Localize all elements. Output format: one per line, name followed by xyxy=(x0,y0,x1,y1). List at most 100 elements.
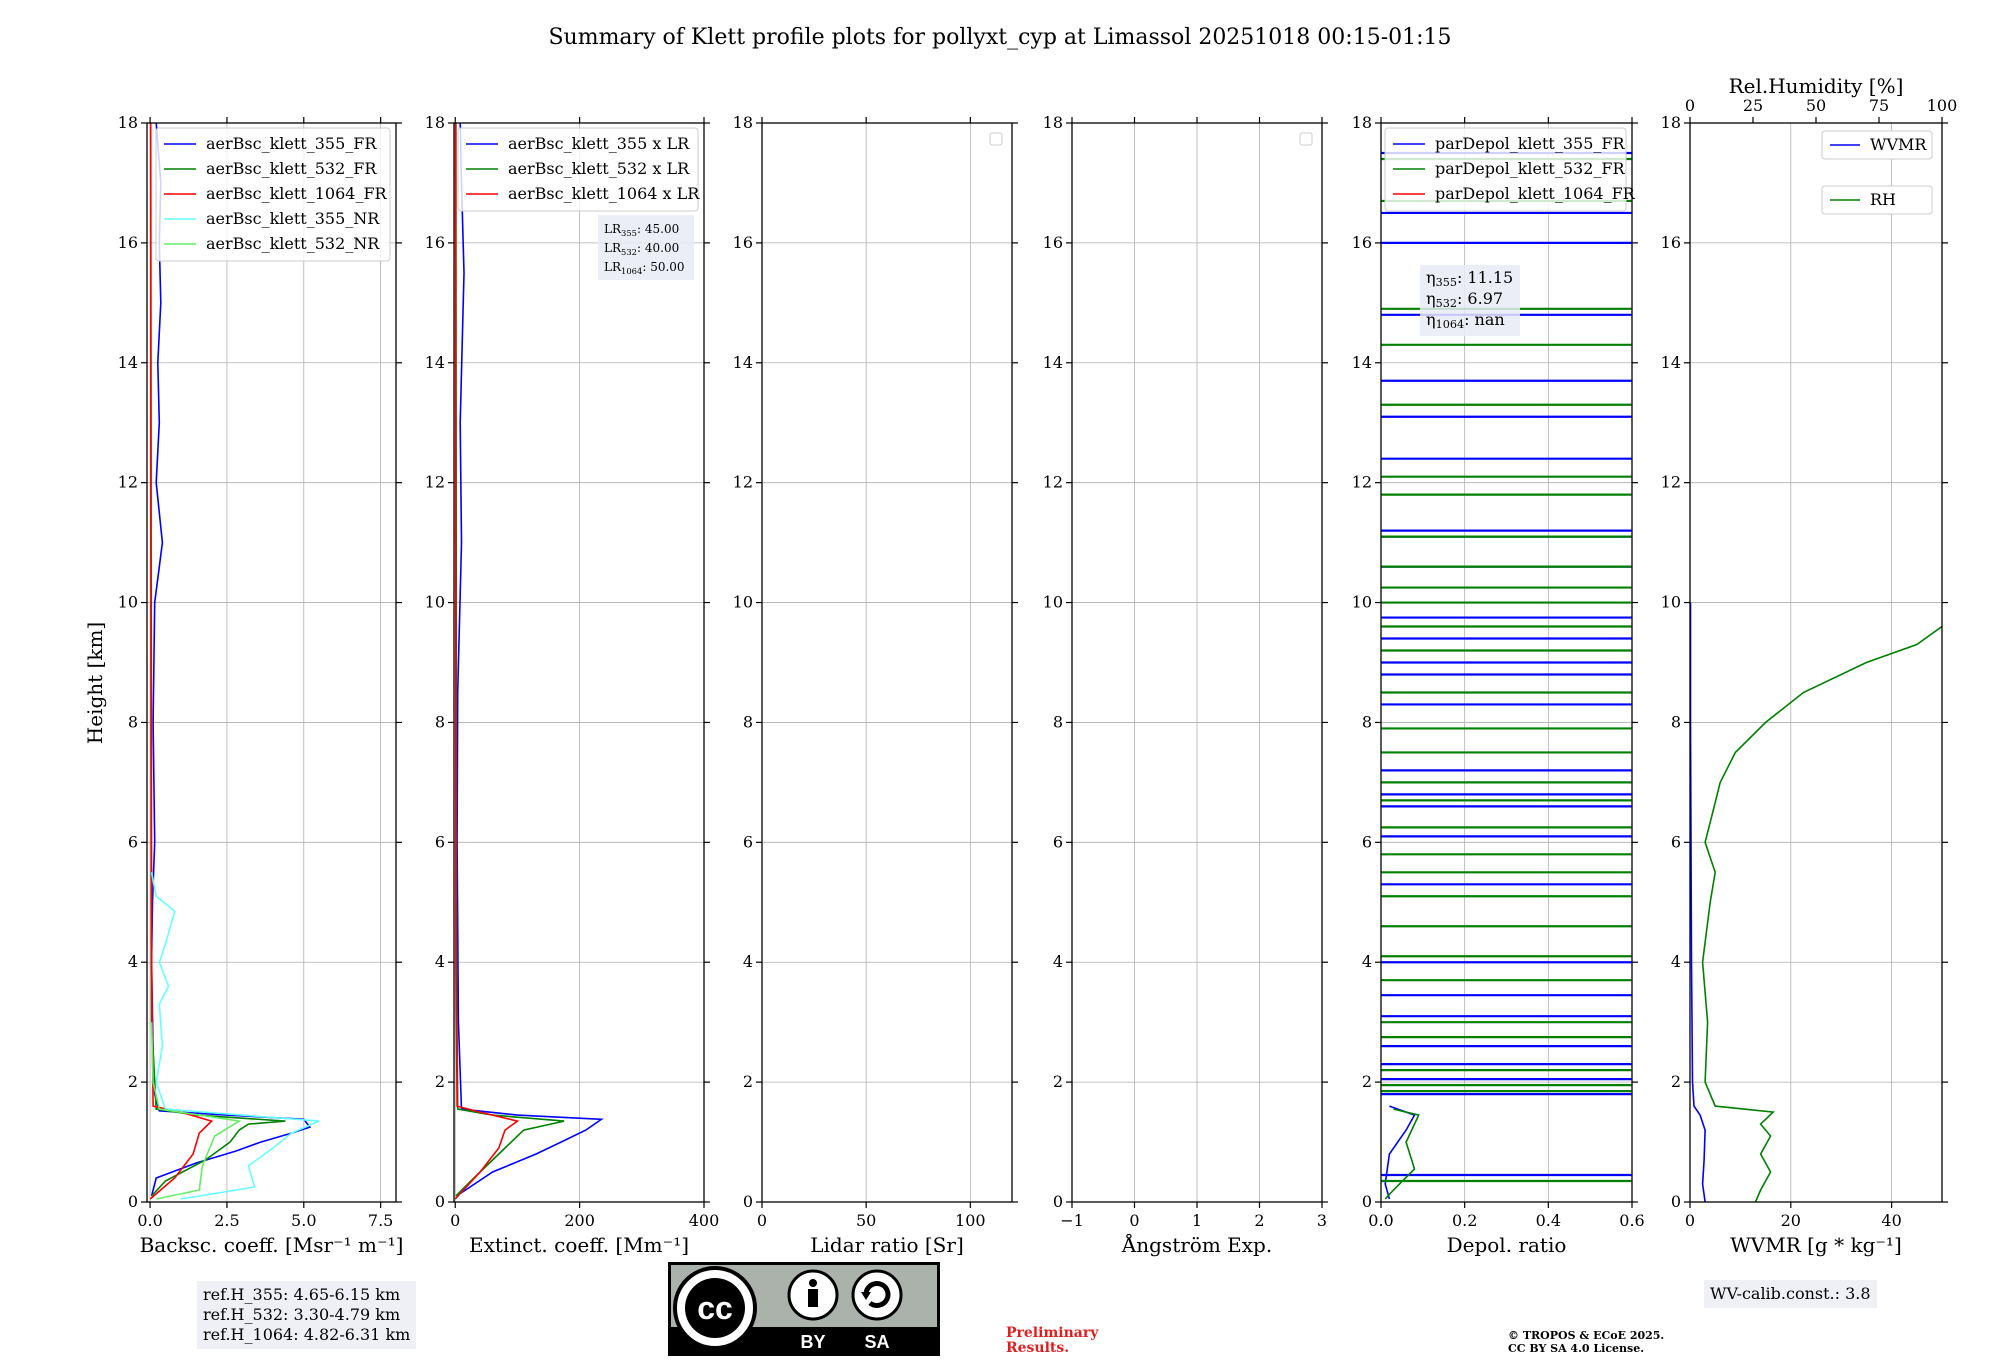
annotation-sub: 532 xyxy=(621,247,637,257)
x-tick-label: 5.0 xyxy=(291,1211,316,1230)
x2-tick-label: 0 xyxy=(1685,96,1695,115)
axes-frame xyxy=(1689,122,1943,1203)
x-axis-label: Extinct. coeff. [Mm⁻¹] xyxy=(469,1233,689,1257)
annotation-value: : nan xyxy=(1464,310,1505,329)
y-tick-label: 2 xyxy=(743,1072,753,1091)
annotation-sub: 1064 xyxy=(1436,318,1464,331)
legend-label: aerBsc_klett_1064 x LR xyxy=(508,184,700,203)
y-tick-label: 2 xyxy=(1053,1072,1063,1091)
x-tick-label: 200 xyxy=(564,1211,595,1230)
cc-license-logo: cc BY SA xyxy=(668,1262,940,1356)
annotation-line: LR355: 45.00 xyxy=(604,222,679,238)
annotation-sub: 355 xyxy=(621,228,637,238)
y-tick-label: 2 xyxy=(128,1072,138,1091)
x-tick-label: 0 xyxy=(1685,1211,1695,1230)
y-tick-label: 6 xyxy=(435,832,445,851)
copyright-note: © TROPOS & ECoE 2025. CC BY SA 4.0 Licen… xyxy=(1508,1329,1665,1355)
y-tick-label: 6 xyxy=(1671,832,1681,851)
x-axis-label: Backsc. coeff. [Msr⁻¹ m⁻¹] xyxy=(140,1233,404,1257)
panel-depolarization: 0 2 4 6 8 10 12 14 16 18 0.0 0.2 0.4 0.6 Depol. ratio p… xyxy=(1352,113,1645,1257)
x-tick-label: 0 xyxy=(1129,1211,1139,1230)
wv-calib-const: WV-calib.const.: 3.8 xyxy=(1710,1284,1871,1303)
y-tick-label: 6 xyxy=(128,832,138,851)
y-tick-label: 18 xyxy=(1661,113,1681,132)
x-tick-label: 7.5 xyxy=(368,1211,393,1230)
annotation-symbol: η xyxy=(1426,268,1436,287)
x-tick-label: 3 xyxy=(1317,1211,1327,1230)
y-tick-label: 4 xyxy=(435,952,445,971)
y-tick-label: 10 xyxy=(118,593,138,612)
series-line-parDepol_klett_532_FR xyxy=(1384,1108,1420,1200)
x-tick-label: 20 xyxy=(1781,1211,1801,1230)
by-label: BY xyxy=(800,1332,825,1352)
y-tick-label: 12 xyxy=(1043,473,1063,492)
legend-label: aerBsc_klett_355_NR xyxy=(206,209,380,228)
x2-tick-label: 100 xyxy=(1927,96,1958,115)
y-tick-label: 16 xyxy=(118,233,138,252)
annotation-value: : 11.15 xyxy=(1457,268,1513,287)
ref-height-1064: ref.H_1064: 4.82-6.31 km xyxy=(203,1325,411,1344)
y-tick-label: 18 xyxy=(118,113,138,132)
annotation-box xyxy=(1420,265,1520,336)
y-tick-label: 14 xyxy=(1043,353,1063,372)
x-axis-label: Lidar ratio [Sr] xyxy=(810,1233,964,1257)
y-tick-label: 4 xyxy=(1362,952,1372,971)
x2-tick-label: 50 xyxy=(1806,96,1826,115)
annotation-value: : 6.97 xyxy=(1457,289,1503,308)
annotation-symbol: LR xyxy=(604,222,622,236)
legend-label: aerBsc_klett_1064_FR xyxy=(206,184,388,203)
series-line-aerBsc_klett_355_FR xyxy=(150,123,312,1197)
panel-backscatter: 0 2 4 6 8 10 12 14 16 18 0.0 2.5 5.0 7.5 Backsc. coeff… xyxy=(118,113,404,1257)
y-tick-label: 14 xyxy=(425,353,445,372)
cc-inner xyxy=(685,1278,745,1338)
series-line-aerBsc_klett_355_NR xyxy=(150,872,320,1200)
y-tick-label: 8 xyxy=(1053,712,1063,731)
series-line-WVMR xyxy=(1690,602,1706,1202)
y-tick-label: 8 xyxy=(435,712,445,731)
y-tick-label: 8 xyxy=(743,712,753,731)
reference-height-box: ref.H_355: 4.65-6.15 km ref.H_532: 3.30-… xyxy=(197,1281,417,1349)
x-tick-label: 0.0 xyxy=(137,1211,162,1230)
y-tick-label: 10 xyxy=(1661,593,1681,612)
series-line-aerBsc_klett_1064 x LR xyxy=(454,123,520,1200)
y-tick-label: 16 xyxy=(1352,233,1372,252)
y-tick-label: 0 xyxy=(128,1192,138,1211)
annotation-box xyxy=(598,215,694,280)
annotation-line: η355: 11.15 xyxy=(1426,268,1513,289)
plot-area xyxy=(1381,151,1632,1200)
y-tick-label: 12 xyxy=(1352,473,1372,492)
legend-box xyxy=(1384,127,1627,212)
y-tick-label: 10 xyxy=(733,593,753,612)
legend-label: aerBsc_klett_532_FR xyxy=(206,159,377,178)
y-tick-label: 18 xyxy=(1352,113,1372,132)
y-tick-label: 18 xyxy=(425,113,445,132)
legend-label: aerBsc_klett_532 x LR xyxy=(508,159,690,178)
cc-mark: cc xyxy=(697,1290,733,1326)
x2-tick-label: 75 xyxy=(1869,96,1889,115)
legend-label: parDepol_klett_1064_FR xyxy=(1435,184,1636,203)
panel-lidar-ratio: 0 2 4 6 8 10 12 14 16 18 0 50 100 Lidar ratio [Sr] xyxy=(733,113,1018,1257)
y-tick-label: 8 xyxy=(128,712,138,731)
x-tick-label: 100 xyxy=(955,1211,986,1230)
x-tick-label: 2.5 xyxy=(214,1211,239,1230)
y-tick-label: 2 xyxy=(435,1072,445,1091)
y-tick-label: 16 xyxy=(733,233,753,252)
y-tick-label: 14 xyxy=(118,353,138,372)
x-axis-label: Ångström Exp. xyxy=(1121,1232,1272,1257)
y-tick-label: 2 xyxy=(1362,1072,1372,1091)
y-tick-label: 12 xyxy=(425,473,445,492)
y-tick-label: 0 xyxy=(743,1192,753,1211)
x-axis-label: WVMR [g * kg⁻¹] xyxy=(1730,1233,1902,1257)
y-tick-label: 10 xyxy=(1043,593,1063,612)
x-tick-label: 1 xyxy=(1192,1211,1202,1230)
y-tick-label: 4 xyxy=(743,952,753,971)
annotation-line: LR1064: 50.00 xyxy=(604,260,685,276)
y-tick-label: 16 xyxy=(425,233,445,252)
y-tick-label: 6 xyxy=(1053,832,1063,851)
series-line-aerBsc_klett_532_FR xyxy=(149,123,286,1197)
y-tick-label: 10 xyxy=(425,593,445,612)
x-tick-label: 0.2 xyxy=(1452,1211,1477,1230)
y-tick-label: 14 xyxy=(1352,353,1372,372)
